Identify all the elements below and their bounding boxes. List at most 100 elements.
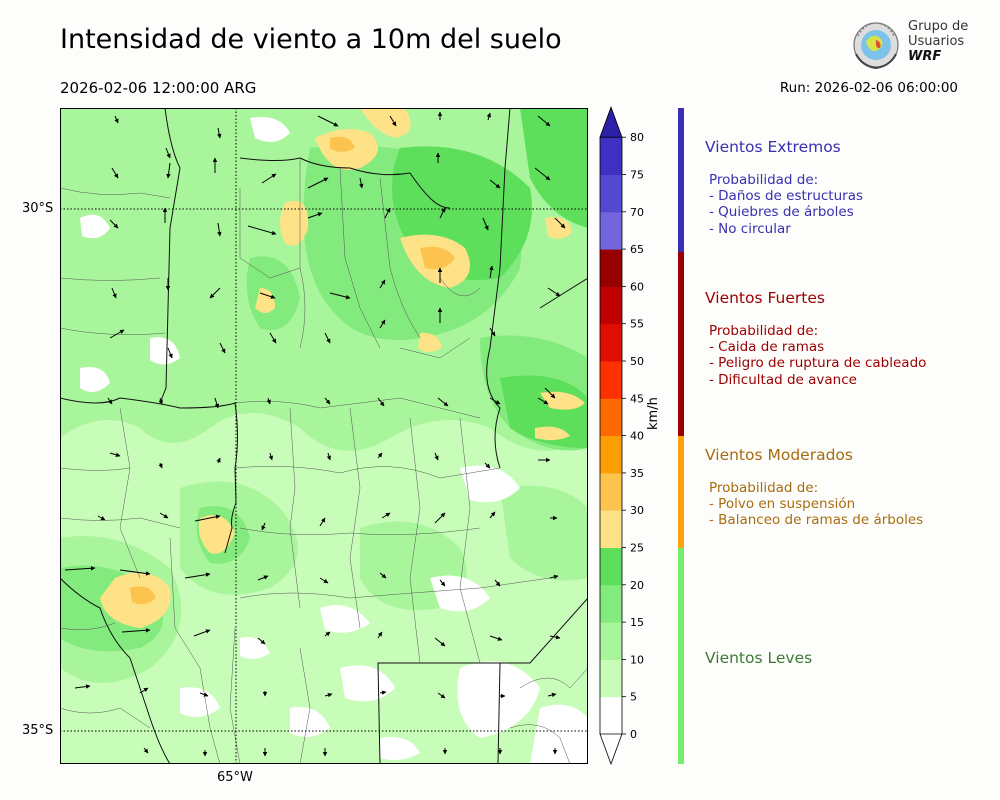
colorbar-bin [600, 249, 622, 287]
graticule [60, 108, 588, 764]
colorbar-tick-label: 75 [630, 169, 644, 182]
colorbar-bin [600, 137, 622, 175]
colorbar-tick-label: 0 [630, 728, 637, 741]
moderate-winds-title: Vientos Moderados [705, 446, 853, 464]
colorbar-bin [600, 211, 622, 250]
wind-vector [484, 462, 491, 469]
wind-vector [158, 397, 163, 405]
wind-map [60, 108, 588, 764]
colorbar-tick-label: 25 [630, 542, 644, 555]
extreme-winds-bar [678, 108, 684, 252]
wind-vector [193, 629, 211, 637]
wind-vector [261, 173, 277, 184]
wind-vector [317, 115, 339, 127]
colorbar-tick-label: 55 [630, 318, 644, 331]
wrf-group-logo [853, 22, 899, 70]
colorbar-units: km/h [646, 397, 661, 430]
wind-vector [434, 637, 446, 647]
colorbar-bin [600, 584, 622, 623]
logo-line-3: WRF [908, 49, 942, 64]
colorbar-tick-label: 5 [630, 691, 637, 704]
wind-vector [158, 462, 163, 469]
department-boundaries [60, 158, 588, 764]
wind-vector [97, 515, 106, 521]
wind-vector [489, 265, 494, 279]
wind-vector [114, 115, 119, 124]
wind-vector [549, 634, 561, 640]
colorbar-bin [600, 174, 622, 213]
map-frame [60, 108, 588, 764]
wind-vector [217, 222, 222, 237]
wind-vector [489, 511, 496, 519]
wind-vector [166, 162, 171, 179]
wind-vector [324, 692, 333, 698]
moderate-desc-line: Probabilidad de: [709, 480, 819, 496]
light-winds-title: Vientos Leves [705, 649, 813, 667]
wind-vector [159, 512, 169, 519]
wind-vector [209, 287, 221, 299]
wind-vector [143, 747, 149, 754]
wind-vector [494, 579, 501, 587]
wind-vector [482, 217, 489, 231]
wind-vector [377, 397, 385, 407]
wind-vector [377, 631, 383, 639]
strong-winds-title: Vientos Fuertes [705, 289, 825, 307]
moderate-winds-bar [678, 436, 684, 548]
wind-vector [139, 687, 149, 694]
wind-vector [489, 179, 501, 189]
colorbar-bin [600, 696, 622, 735]
wind-vector [379, 690, 387, 695]
moderate-desc-line: - Polvo en suspensión [709, 496, 856, 513]
wind-vector [109, 329, 125, 339]
colorbar-bin [600, 435, 622, 474]
colorbar-extend-top [599, 106, 623, 138]
wind-vector [165, 147, 171, 159]
wind-vector [326, 452, 332, 461]
wind-vector [269, 332, 277, 344]
wind-vector [384, 207, 391, 219]
wind-vector [268, 452, 274, 461]
wind-vector [489, 635, 503, 641]
wind-vector [439, 579, 446, 587]
wind-vector [324, 631, 331, 637]
wind-vector [534, 167, 551, 181]
colorbar-tick-label: 20 [630, 579, 644, 592]
chart-title: Intensidad de viento a 10m del suelo [60, 24, 562, 55]
colorbar-bin [600, 323, 622, 362]
run-time: Run: 2026-02-06 06:00:00 [779, 80, 958, 96]
strong-desc-line: Probabilidad de: [709, 323, 819, 339]
colorbar-tick-label: 80 [630, 131, 644, 144]
wind-vector [111, 167, 119, 179]
wind-vector [358, 177, 364, 189]
extreme-desc-line: - Daños de estructuras [709, 188, 864, 205]
wind-vector [389, 115, 397, 127]
wind-vector [537, 115, 551, 127]
wind-vector [537, 397, 549, 405]
extreme-winds-title: Vientos Extremos [705, 138, 841, 156]
wind-vector [549, 574, 559, 580]
colorbar-bin [600, 510, 622, 548]
wind-vector [194, 514, 221, 522]
wind-vector [329, 292, 351, 300]
wind-0-5-areas [80, 117, 588, 764]
wind-vector [439, 207, 446, 219]
wind-vector [261, 522, 266, 531]
colorbar-extend-bottom [599, 733, 623, 766]
wind-vector [324, 332, 331, 344]
wind-vector [109, 452, 121, 457]
extreme-desc-line: Probabilidad de: [709, 172, 819, 188]
wind-vector [437, 397, 449, 407]
colorbar-tick-label: 30 [630, 504, 644, 517]
wind-vector [319, 577, 329, 584]
wind-vector [64, 566, 96, 571]
wind-vector [107, 397, 113, 405]
valid-time: 2026-02-06 12:00:00 ARG [60, 79, 257, 97]
wind-vector [119, 569, 151, 576]
strong-winds-desc: Probabilidad de: - Caida de ramas - Peli… [709, 323, 926, 388]
extreme-desc-line: - No circular [709, 220, 791, 237]
strong-desc-line: - Caida de ramas [709, 339, 825, 356]
wind-vector [379, 279, 386, 289]
wind-vector [379, 319, 386, 329]
wind-vector [259, 292, 276, 299]
colorbar-bin [600, 361, 622, 399]
